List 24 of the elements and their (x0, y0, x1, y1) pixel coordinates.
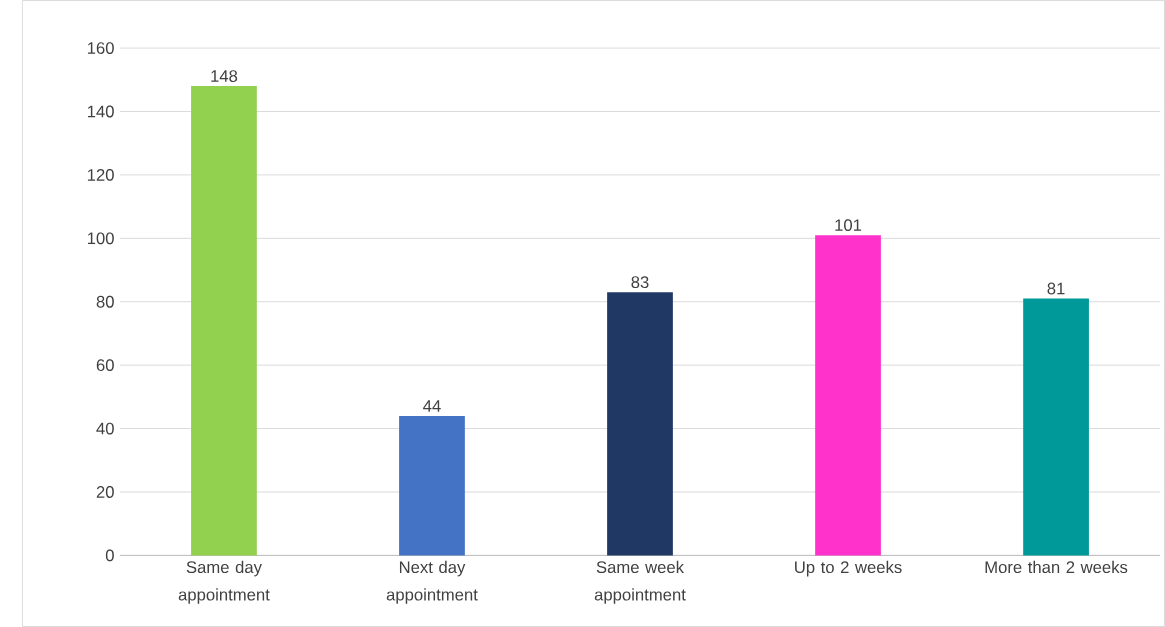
bar (815, 235, 881, 556)
y-tick-label: 100 (87, 232, 114, 245)
bar (1023, 298, 1089, 556)
x-tick-label: Up to 2 weeks (795, 560, 902, 577)
y-tick-label: 0 (105, 549, 114, 562)
y-tick-label: 140 (87, 105, 114, 118)
bar (399, 415, 465, 556)
x-tick-label: Next day appointment (386, 560, 478, 604)
y-tick-label: 40 (96, 422, 114, 435)
y-tick-label: 20 (96, 486, 114, 498)
data-label: 81 (1047, 282, 1065, 295)
data-label: 101 (835, 219, 862, 232)
y-tick-label: 160 (87, 42, 114, 54)
x-tick-label: More than 2 weeks (985, 560, 1128, 574)
y-tick-label: 60 (96, 359, 114, 372)
data-label: 148 (211, 70, 238, 82)
y-tick-label: 80 (96, 295, 114, 308)
data-label: 83 (631, 276, 649, 289)
bar (191, 86, 257, 556)
bar (607, 292, 673, 556)
data-label: 44 (423, 400, 441, 412)
y-tick-label: 120 (87, 168, 114, 181)
x-tick-label: Same day appointment (178, 560, 270, 604)
x-tick-label: Same week appointment (594, 560, 686, 604)
